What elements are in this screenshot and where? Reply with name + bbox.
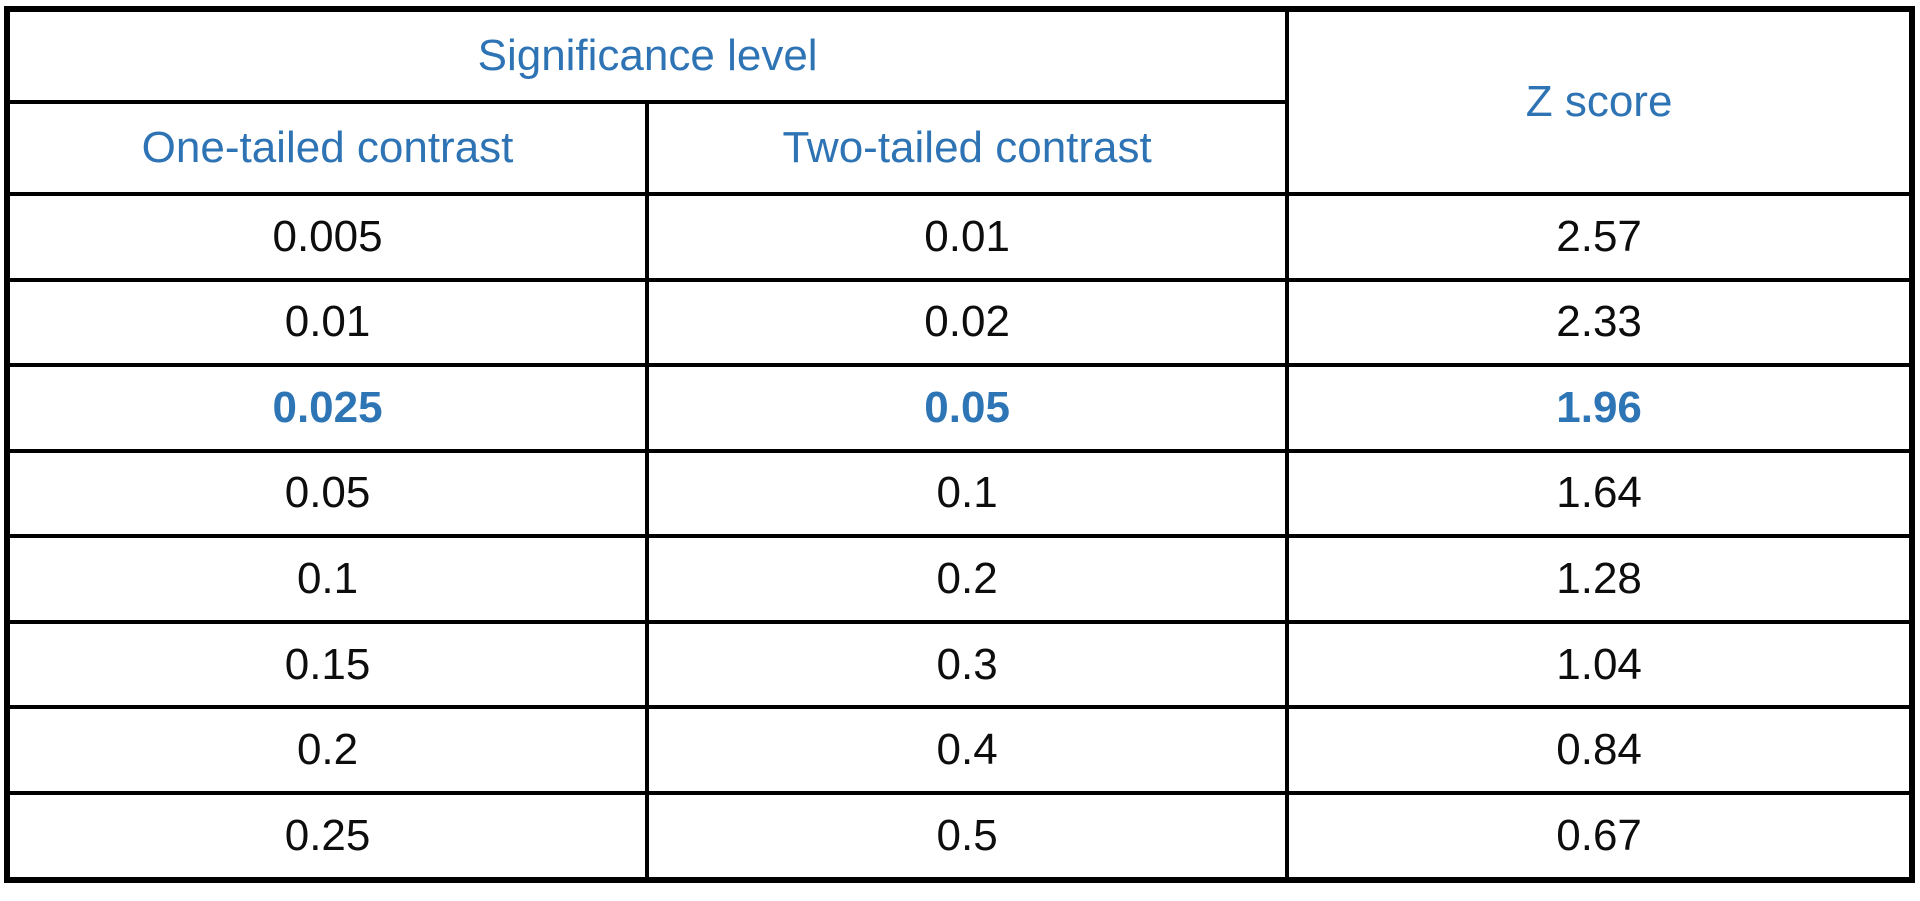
cell-one-tailed: 0.005 bbox=[4, 192, 650, 282]
table-row: 0.25 0.5 0.67 bbox=[4, 790, 1914, 883]
cell-two-tailed: 0.4 bbox=[645, 705, 1290, 795]
cell-z-score: 2.57 bbox=[1285, 192, 1914, 282]
cell-two-tailed: 0.5 bbox=[645, 790, 1290, 883]
cell-one-tailed: 0.2 bbox=[4, 705, 650, 795]
table-row: 0.01 0.02 2.33 bbox=[4, 277, 1914, 368]
cell-two-tailed: 0.01 bbox=[645, 192, 1290, 282]
cell-two-tailed: 0.1 bbox=[645, 448, 1290, 539]
cell-z-score: 1.96 bbox=[1285, 363, 1914, 453]
cell-two-tailed: 0.02 bbox=[645, 277, 1290, 368]
header-significance-level: Significance level bbox=[4, 7, 1290, 104]
cell-z-score: 0.67 bbox=[1285, 790, 1914, 883]
cell-z-score: 1.04 bbox=[1285, 619, 1914, 710]
table-header: Significance level Z score One-tailed co… bbox=[4, 7, 1914, 196]
cell-one-tailed: 0.01 bbox=[4, 277, 650, 368]
cell-z-score: 0.84 bbox=[1285, 705, 1914, 795]
cell-z-score: 1.28 bbox=[1285, 534, 1914, 624]
cell-one-tailed: 0.25 bbox=[4, 790, 650, 883]
header-two-tailed: Two-tailed contrast bbox=[645, 100, 1290, 196]
cell-two-tailed: 0.2 bbox=[645, 534, 1290, 624]
table-row: 0.15 0.3 1.04 bbox=[4, 619, 1914, 710]
header-one-tailed: One-tailed contrast bbox=[4, 100, 650, 196]
table-row: 0.005 0.01 2.57 bbox=[4, 192, 1914, 282]
cell-one-tailed: 0.1 bbox=[4, 534, 650, 624]
table-row: 0.2 0.4 0.84 bbox=[4, 705, 1914, 795]
cell-one-tailed: 0.025 bbox=[4, 363, 650, 453]
z-score-table: Significance level Z score One-tailed co… bbox=[4, 6, 1915, 883]
table-row: 0.05 0.1 1.64 bbox=[4, 448, 1914, 539]
header-z-score: Z score bbox=[1285, 7, 1914, 196]
header-row-columns: One-tailed contrast Two-tailed contrast bbox=[4, 100, 1912, 196]
cell-one-tailed: 0.15 bbox=[4, 619, 650, 710]
cell-one-tailed: 0.05 bbox=[4, 448, 650, 539]
table-row-highlighted: 0.025 0.05 1.96 bbox=[4, 363, 1914, 453]
table-body: 0.005 0.01 2.57 0.01 0.02 2.33 0.025 0.0… bbox=[4, 192, 1914, 883]
header-row-group: Significance level Z score bbox=[4, 7, 1914, 196]
cell-two-tailed: 0.3 bbox=[645, 619, 1290, 710]
cell-z-score: 1.64 bbox=[1285, 448, 1914, 539]
cell-two-tailed: 0.05 bbox=[645, 363, 1290, 453]
cell-z-score: 2.33 bbox=[1285, 277, 1914, 368]
table-row: 0.1 0.2 1.28 bbox=[4, 534, 1914, 624]
